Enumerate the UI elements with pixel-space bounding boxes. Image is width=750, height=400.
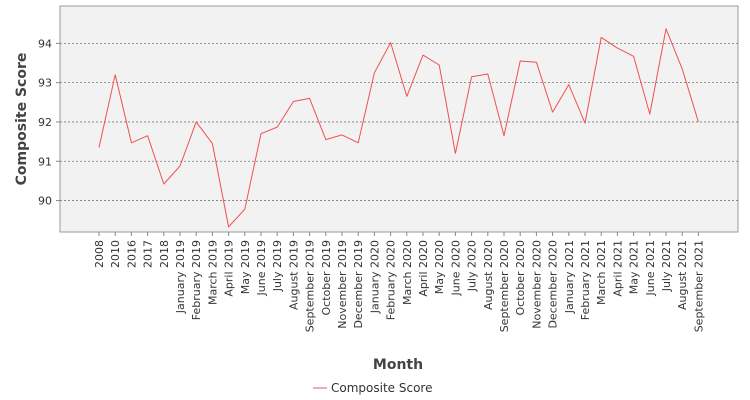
x-tick-label: October 2019 [320, 240, 333, 316]
x-tick-label: November 2020 [530, 240, 543, 329]
x-axis: 2008 2010 2016 2017 2018 January 2019 February… [93, 232, 705, 332]
y-tick-label: 91 [38, 155, 52, 168]
x-tick-label: March 2020 [401, 240, 414, 305]
x-tick-label: March 2021 [595, 240, 608, 305]
x-tick-label: 2017 [142, 240, 155, 268]
x-tick-label: 2010 [109, 240, 122, 268]
x-tick-label: July 2020 [466, 240, 479, 292]
x-tick-label: November 2019 [336, 240, 349, 329]
series-group [98, 28, 699, 228]
x-tick-label: July 2021 [660, 240, 673, 292]
x-tick-label: January 2019 [174, 240, 187, 314]
x-tick-label: May 2021 [628, 240, 641, 294]
x-tick-label: February 2021 [579, 240, 592, 320]
x-tick-label: June 2019 [255, 240, 268, 296]
legend-label: Composite Score [331, 381, 432, 395]
x-tick-label: August 2019 [287, 240, 300, 310]
x-tick-label: March 2019 [206, 240, 219, 305]
x-tick-label: April 2021 [611, 240, 624, 297]
x-tick-label: April 2020 [417, 240, 430, 297]
x-tick-label: 2008 [93, 240, 106, 268]
x-tick-label: September 2019 [304, 240, 317, 332]
x-tick-label: February 2019 [190, 240, 203, 320]
x-tick-label: 2016 [125, 240, 138, 268]
y-tick-label: 90 [38, 195, 52, 208]
x-tick-label: December 2020 [547, 240, 560, 329]
x-tick-label: June 2020 [449, 240, 462, 296]
y-tick-label: 94 [38, 37, 52, 50]
x-tick-label: June 2021 [644, 240, 657, 296]
x-tick-label: July 2019 [271, 240, 284, 292]
series-line-composite-score [98, 28, 699, 228]
y-tick-label: 93 [38, 77, 52, 90]
legend: Composite Score [313, 381, 432, 395]
y-axis: 90 91 92 93 94 [38, 37, 60, 208]
x-tick-label: February 2020 [385, 240, 398, 320]
x-tick-label: April 2019 [223, 240, 236, 297]
x-tick-label: 2018 [158, 240, 171, 268]
x-tick-label: January 2020 [368, 240, 381, 314]
x-tick-label: August 2021 [676, 240, 689, 310]
x-axis-title: Month [373, 357, 423, 373]
x-tick-label: September 2021 [692, 240, 705, 332]
x-tick-label: October 2020 [514, 240, 527, 316]
y-tick-label: 92 [38, 116, 52, 129]
x-tick-label: May 2019 [239, 240, 252, 294]
plot-area [59, 5, 739, 233]
x-tick-label: August 2020 [482, 240, 495, 310]
grid-lines [60, 42, 738, 201]
x-tick-label: January 2021 [563, 240, 576, 314]
y-axis-title: Composite Score [14, 53, 30, 186]
x-tick-label: December 2019 [352, 240, 365, 329]
x-tick-label: September 2020 [498, 240, 511, 332]
x-tick-label: May 2020 [433, 240, 446, 294]
